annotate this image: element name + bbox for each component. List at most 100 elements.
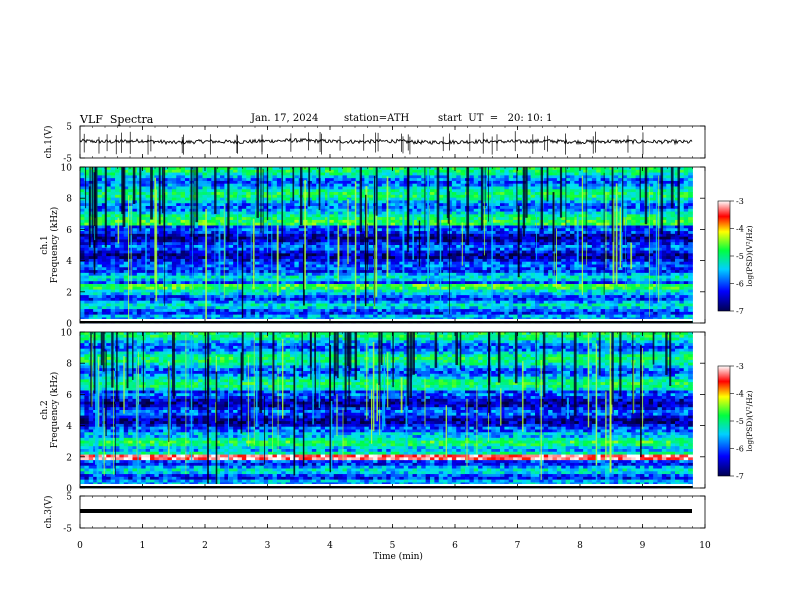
ch1-spec-cell xyxy=(255,225,260,229)
ch1-spec-cell xyxy=(626,200,632,204)
ch1-spec-cell xyxy=(570,206,575,210)
ch1-spec-cell xyxy=(84,208,90,212)
ch1-spec-cell xyxy=(399,222,405,226)
ch1-spec-cell xyxy=(294,258,300,263)
ch1-spec-cell xyxy=(390,261,396,265)
ch1-spec-cell xyxy=(543,172,549,176)
ch1-spec-cell xyxy=(158,172,164,176)
ch1-spec-cell xyxy=(535,214,540,218)
ch1-spec-cell xyxy=(88,261,94,265)
ch1-spec-cell xyxy=(215,253,221,257)
ch1-spec-cell xyxy=(128,189,133,193)
ch1-spec-cell xyxy=(390,256,396,260)
ch1-spec-cell xyxy=(486,197,492,201)
ch1-spec-cell xyxy=(316,200,322,204)
ch1-spec-cell xyxy=(185,203,190,207)
ch1-spec-cell xyxy=(136,236,142,240)
ch1-spec-cell xyxy=(473,183,479,187)
ch1-spec-cell xyxy=(670,214,676,218)
ch1-spec-cell xyxy=(211,222,217,226)
ch1-spec-cell xyxy=(351,197,357,201)
ch1-spec-cell xyxy=(228,183,234,187)
ch1-spec-cell xyxy=(565,178,571,182)
ch1-spec-cell xyxy=(600,206,606,210)
ch1-spec-cell xyxy=(150,228,155,232)
ch1-spec-cell xyxy=(158,167,164,171)
ch1-spec-cell xyxy=(355,231,361,235)
ch1-spec-cell xyxy=(635,247,641,251)
ch1-spec-cell xyxy=(246,178,252,182)
ch1-spec-cell xyxy=(259,233,265,238)
ch1-spec-cell xyxy=(373,178,378,182)
ch1-spec-cell xyxy=(500,214,505,218)
ch1-spec-cell xyxy=(163,247,168,251)
ch1-spec-cell xyxy=(640,194,645,199)
ch1-spec-cell xyxy=(565,200,571,204)
ch1-spec-cell xyxy=(443,172,448,176)
ch1-spec-cell xyxy=(430,214,435,218)
ch1-spec-cell xyxy=(395,250,400,254)
ch1-spec-cell xyxy=(666,228,672,232)
ch1-spec-cell xyxy=(163,169,168,173)
ch1-spec-cell xyxy=(478,175,483,179)
ch1-spec-cell xyxy=(206,233,212,238)
ch1-spec-cell xyxy=(189,256,195,260)
ch1-spec-cell xyxy=(202,208,208,212)
ch1-spec-cell xyxy=(500,186,505,190)
ch1-spec-cell xyxy=(478,197,483,201)
ch1-spec-cell xyxy=(355,258,361,263)
ch1-spec-cell xyxy=(224,228,230,232)
ch1-spec-cell xyxy=(329,167,335,171)
ch1-spec-cell xyxy=(198,197,203,201)
ch1-spec-cell xyxy=(285,183,291,187)
ch1-spec-cell xyxy=(469,250,475,254)
ch1-spec-cell xyxy=(307,261,313,265)
ch1-spec-cell xyxy=(535,178,540,182)
ch1-spec-cell xyxy=(320,203,326,207)
ch1-spec-cell xyxy=(115,225,120,229)
ch1-spec-cell xyxy=(276,197,282,201)
ch1-spec-cell xyxy=(596,197,602,201)
ch1-spec-cell xyxy=(115,192,120,196)
ch1-spec-cell xyxy=(294,175,300,179)
ch1-spec-cell xyxy=(403,169,409,173)
ch1-spec-cell xyxy=(670,256,676,260)
ch1-spec-cell xyxy=(421,186,427,190)
ch1-spec-cell xyxy=(246,192,252,196)
ch1-spec-cell xyxy=(565,192,571,196)
ch1-spec-cell xyxy=(578,180,584,185)
ch1-spec-cell xyxy=(285,256,291,260)
ch1-spec-cell xyxy=(587,211,593,215)
ch1-spec-cell xyxy=(132,264,138,268)
ch1-spec-cell xyxy=(268,236,273,240)
ch1-spec-cell xyxy=(333,208,339,212)
ch1-spec-cell xyxy=(653,194,658,199)
ch1-spec-cell xyxy=(390,169,396,173)
ch1-spec-cell xyxy=(495,242,501,246)
ch1-spec-cell xyxy=(451,183,457,187)
ch1-spec-cell xyxy=(552,217,558,221)
ch1-spec-cell xyxy=(268,194,273,199)
ch1-spec-cell xyxy=(263,169,269,173)
ch1-spec-cell xyxy=(246,236,252,240)
ch1-spec-cell xyxy=(688,175,693,179)
ch1-spec-cell xyxy=(189,253,195,257)
ch1-spec-cell xyxy=(478,194,483,199)
ch1-spec-cell xyxy=(259,167,265,171)
ch1-spec-cell xyxy=(570,253,575,257)
ch1-spec-cell xyxy=(386,167,392,171)
ch1-spec-cell xyxy=(403,197,409,201)
ch1-spec-cell xyxy=(430,203,435,207)
ch1-spec-cell xyxy=(110,172,116,176)
ch1-spec-cell xyxy=(381,197,387,201)
ch1-spec-cell xyxy=(233,183,238,187)
ch1-spec-cell xyxy=(574,169,580,173)
ch1-spec-cell xyxy=(473,172,479,176)
ch1-spec-cell xyxy=(163,189,168,193)
ch1-spec-cell xyxy=(259,186,265,190)
ch1-spec-cell xyxy=(329,214,335,218)
ch1-spec-cell xyxy=(141,231,147,235)
ch1-spec-cell xyxy=(565,186,571,190)
ch1-spec-cell xyxy=(119,225,125,229)
ch1-spec-cell xyxy=(202,228,208,232)
